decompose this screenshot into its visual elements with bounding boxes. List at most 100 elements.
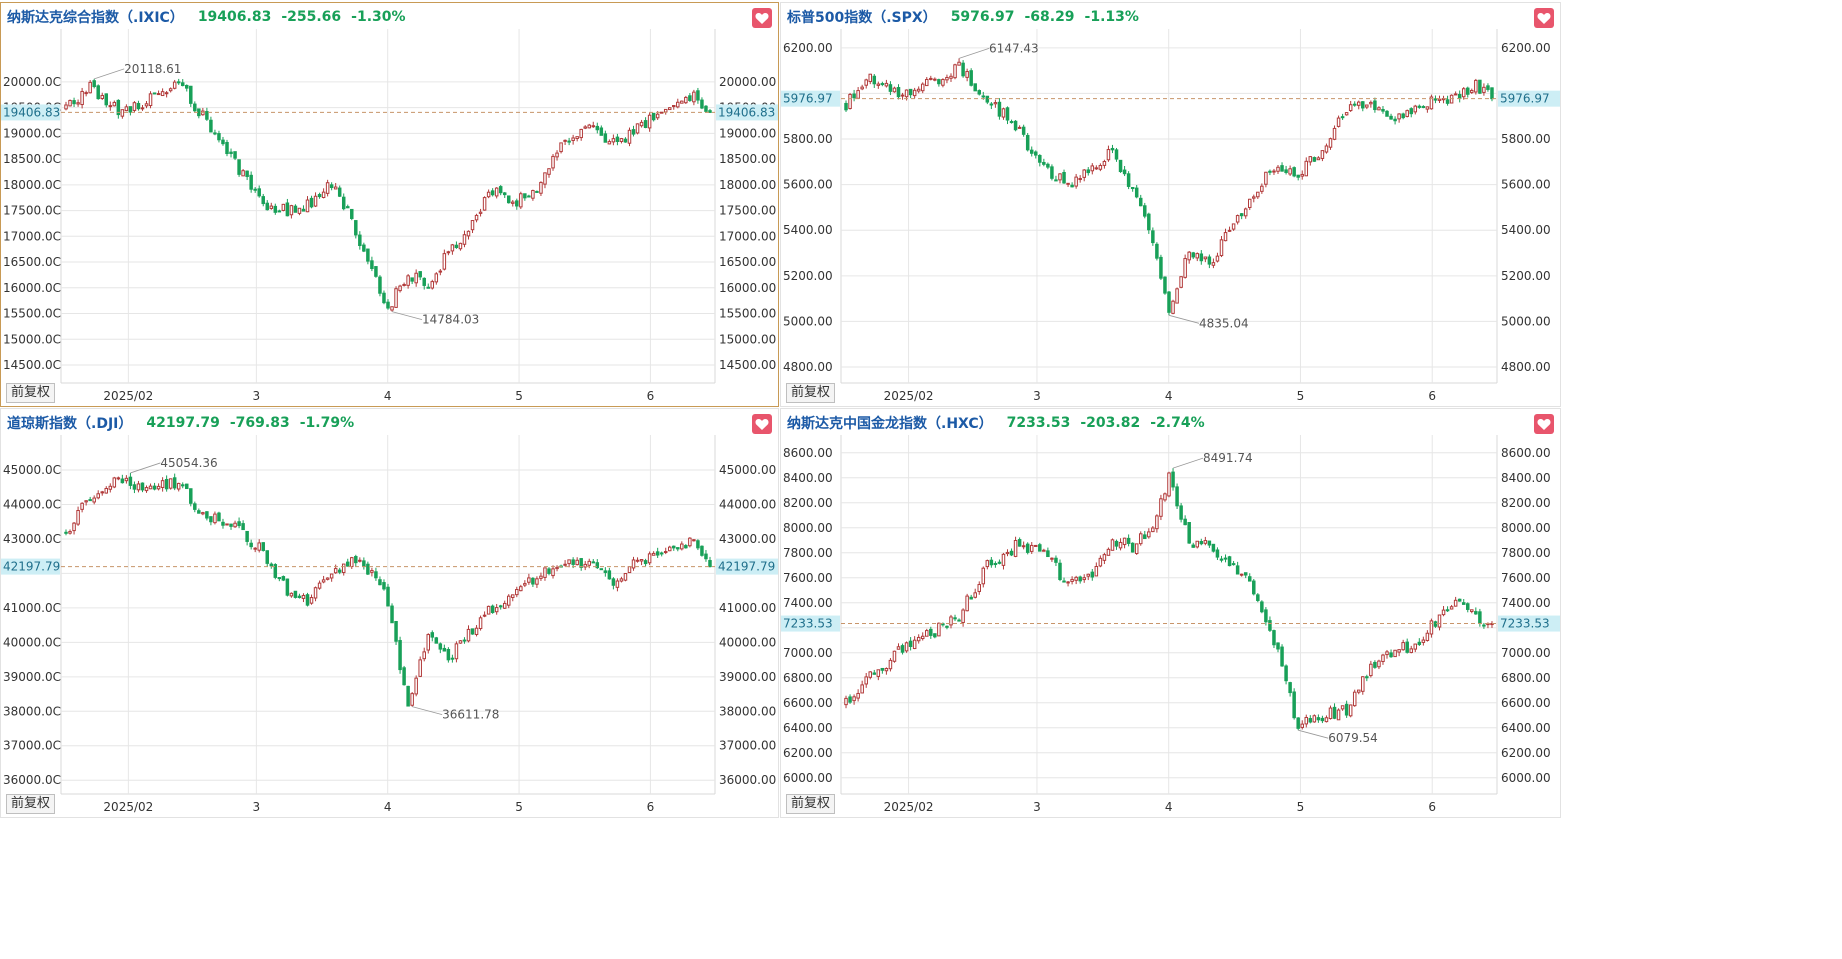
index-name[interactable]: 标普500指数（.SPX）: [787, 10, 937, 26]
candle-down: [591, 561, 596, 564]
price-adjust-button[interactable]: 前复权: [6, 794, 56, 814]
candle-up: [1429, 96, 1434, 110]
favorite-heart-button[interactable]: [752, 414, 772, 434]
index-panel-1[interactable]: 20000.0C20000.0019500.0C19500.0019000.0C…: [0, 2, 779, 407]
candle-down: [498, 605, 503, 608]
last-price-tag-text: 5976.97: [1500, 92, 1550, 106]
candle-down: [1308, 718, 1313, 723]
candle-down: [1365, 676, 1369, 679]
candle-down: [1385, 110, 1389, 117]
candlestick-chart[interactable]: 45000.0C 45000.00 44000.0C 44000.00 43000.0C…: [1, 409, 780, 819]
index-name[interactable]: 纳斯达克中国金龙指数（.HXC）: [787, 416, 993, 432]
candle-up: [1167, 472, 1171, 497]
index-panel-3[interactable]: 45000.0C 45000.00 44000.0C 44000.00 43000.0C…: [0, 408, 779, 818]
candle-up: [925, 630, 929, 637]
candle-down: [1280, 646, 1284, 667]
candle-up: [108, 105, 113, 108]
heart-icon: [755, 418, 769, 430]
price-adjust-button[interactable]: 前复权: [786, 794, 836, 814]
candle-down: [603, 133, 608, 143]
candle-down: [1227, 556, 1232, 567]
candle-down: [438, 643, 443, 650]
candle-up: [1304, 160, 1309, 177]
index-panel-4[interactable]: 8600.00 8600.00 8400.00 8400.00 8200.00 8200.…: [780, 408, 1561, 818]
candle-down: [88, 499, 92, 502]
favorite-heart-button[interactable]: [1534, 414, 1554, 434]
candle-up: [692, 539, 696, 542]
candle-up: [848, 93, 852, 110]
candle-down: [341, 196, 346, 210]
candle-down: [1482, 624, 1486, 627]
candlestick-chart[interactable]: 20000.0C20000.0019500.0C19500.0019000.0C…: [1, 3, 780, 408]
candle-down: [1381, 108, 1385, 112]
candle-up: [868, 73, 872, 83]
candle-up: [539, 575, 543, 579]
candle-down: [872, 672, 877, 675]
candle-down: [973, 83, 977, 92]
candle-up: [112, 477, 117, 488]
panel-header: 纳斯达克中国金龙指数（.HXC） 7233.53 -203.82 -2.74%: [787, 413, 1205, 433]
candle-down: [1312, 157, 1317, 162]
candle-up: [523, 583, 527, 586]
candle-down: [378, 276, 382, 294]
candlestick-chart[interactable]: 6200.00 6200.00 5800.00 5800.00 5600.00 5600.…: [781, 3, 1562, 408]
candle-up: [1082, 577, 1086, 581]
favorite-heart-button[interactable]: [1534, 8, 1554, 28]
candle-down: [1268, 170, 1272, 173]
candle-down: [176, 81, 181, 84]
candle-down: [1114, 540, 1119, 547]
candle-up: [680, 543, 684, 550]
candle-down: [221, 521, 225, 526]
index-name[interactable]: 纳斯达克综合指数（.IXIC）: [7, 10, 184, 26]
candle-up: [559, 142, 563, 153]
candle-up: [647, 114, 652, 129]
candle-up: [555, 566, 559, 570]
candle-up: [1409, 648, 1413, 653]
y-tick-label-right: 43000.00: [719, 532, 776, 546]
candlestick-chart[interactable]: 8600.00 8600.00 8400.00 8400.00 8200.00 8200.…: [781, 409, 1562, 819]
candle-up: [676, 101, 680, 108]
index-name[interactable]: 道琼斯指数（.DJI）: [7, 416, 133, 432]
candle-up: [1195, 253, 1200, 259]
candle-down: [848, 696, 852, 703]
y-tick-label-right: 6600.00: [1501, 696, 1551, 710]
candle-up: [844, 697, 848, 706]
candle-down: [1163, 276, 1167, 294]
candle-down: [888, 84, 893, 92]
candle-up: [313, 587, 318, 599]
candle-up: [1316, 157, 1321, 161]
candle-up: [144, 487, 149, 492]
candle-down: [217, 133, 221, 141]
candle-down: [301, 208, 306, 212]
y-tick-label-left: 5800.00: [783, 132, 833, 146]
candle-down: [362, 560, 366, 567]
y-tick-label-right: 5600.00: [1501, 178, 1551, 192]
candle-down: [305, 594, 310, 606]
y-tick-label-left: 5200.00: [783, 269, 833, 283]
y-tick-label-left: 15000.0C: [3, 332, 61, 346]
candle-up: [543, 567, 547, 578]
candle-up: [1437, 614, 1442, 628]
candle-up: [692, 91, 696, 103]
candle-up: [309, 597, 314, 604]
candle-up: [466, 230, 471, 237]
x-tick-label: 2025/02: [884, 389, 934, 403]
candle-up: [912, 89, 917, 97]
candle-down: [900, 645, 905, 653]
candle-down: [688, 95, 692, 101]
price-adjust-button[interactable]: 前复权: [786, 383, 836, 403]
candle-up: [543, 172, 547, 185]
candle-down: [1272, 630, 1276, 646]
candle-up: [450, 244, 455, 252]
candle-up: [1320, 150, 1325, 159]
favorite-heart-button[interactable]: [752, 8, 772, 28]
candle-up: [1110, 539, 1115, 551]
index-panel-2[interactable]: 6200.00 6200.00 5800.00 5800.00 5600.00 5600.…: [780, 2, 1561, 407]
candle-down: [434, 637, 439, 644]
last-price-tag-text: 42197.79: [3, 560, 60, 574]
candle-up: [68, 531, 72, 534]
candle-up: [225, 523, 229, 526]
candle-down: [454, 244, 459, 249]
price-adjust-button[interactable]: 前复权: [6, 383, 56, 403]
candle-up: [478, 617, 483, 630]
